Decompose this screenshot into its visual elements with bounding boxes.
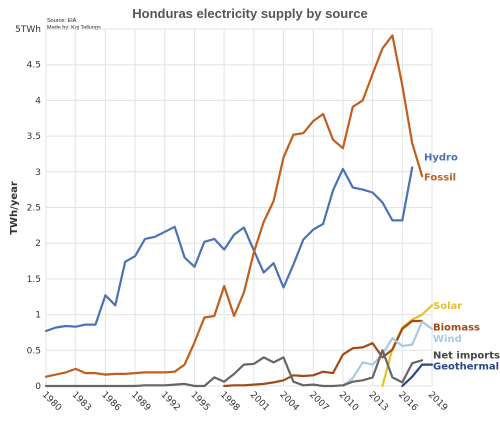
y-axis-ticks: 0 0.5 1 1.5 2 2.5 3 3.5 4 4.5 5TWh <box>15 25 41 392</box>
x-tick-label: 2016 <box>396 390 419 413</box>
x-tick-label: 1989 <box>129 390 152 413</box>
x-tick-label: 1992 <box>159 390 182 413</box>
x-tick-label: 1998 <box>218 390 241 413</box>
series-line-geothermal <box>401 363 434 388</box>
y-tick-label: 3.5 <box>27 132 41 142</box>
series-lines <box>44 34 434 388</box>
x-tick-label: 1980 <box>40 390 63 413</box>
series-label-biomass: Biomass <box>433 322 480 333</box>
y-tick-label: 1 <box>35 311 41 321</box>
series-line-hydro <box>44 166 414 333</box>
y-tick-label: 4 <box>35 96 41 106</box>
x-tick-label: 1995 <box>188 390 211 413</box>
x-axis-ticks: 1980 1983 1986 1989 1992 1995 1998 2001 2004 2007… <box>40 390 449 413</box>
series-label-fossil: Fossil <box>424 173 456 184</box>
series-label-hydro: Hydro <box>424 153 458 164</box>
series-line-fossil <box>44 34 424 378</box>
series-label-solar: Solar <box>433 301 462 312</box>
y-tick-label: 5TWh <box>15 25 41 35</box>
y-tick-label: 0 <box>35 382 41 392</box>
gridlines <box>45 28 433 387</box>
x-tick-label: 2019 <box>426 390 449 413</box>
author-line: Made by: Koj Tallungs <box>47 25 101 31</box>
series-line-biomass <box>223 319 424 388</box>
series-label-wind: Wind <box>433 334 462 345</box>
x-tick-label: 2001 <box>248 390 271 413</box>
y-tick-label: 2.5 <box>27 204 41 214</box>
x-tick-label: 2004 <box>277 390 300 413</box>
y-axis-label: TWh/year <box>9 181 20 235</box>
x-tick-label: 1986 <box>99 390 122 413</box>
series-line-wind <box>341 320 434 388</box>
y-tick-label: 1.5 <box>27 275 41 285</box>
y-tick-label: 3 <box>35 168 41 178</box>
series-label-geothermal: Geothermal <box>433 362 499 373</box>
series-line-net-imports <box>44 349 424 388</box>
y-tick-label: 2 <box>35 239 41 249</box>
x-tick-label: 1983 <box>70 390 93 413</box>
x-tick-label: 2013 <box>366 390 389 413</box>
series-label-net-imports: Net imports <box>433 350 500 361</box>
source-line: Source: EIA <box>47 18 77 24</box>
x-tick-label: 2010 <box>337 390 360 413</box>
y-tick-label: 0.5 <box>27 346 41 356</box>
x-tick-label: 2007 <box>307 390 330 413</box>
chart-title: Honduras electricity supply by source <box>132 6 368 21</box>
y-tick-label: 4.5 <box>27 61 41 71</box>
